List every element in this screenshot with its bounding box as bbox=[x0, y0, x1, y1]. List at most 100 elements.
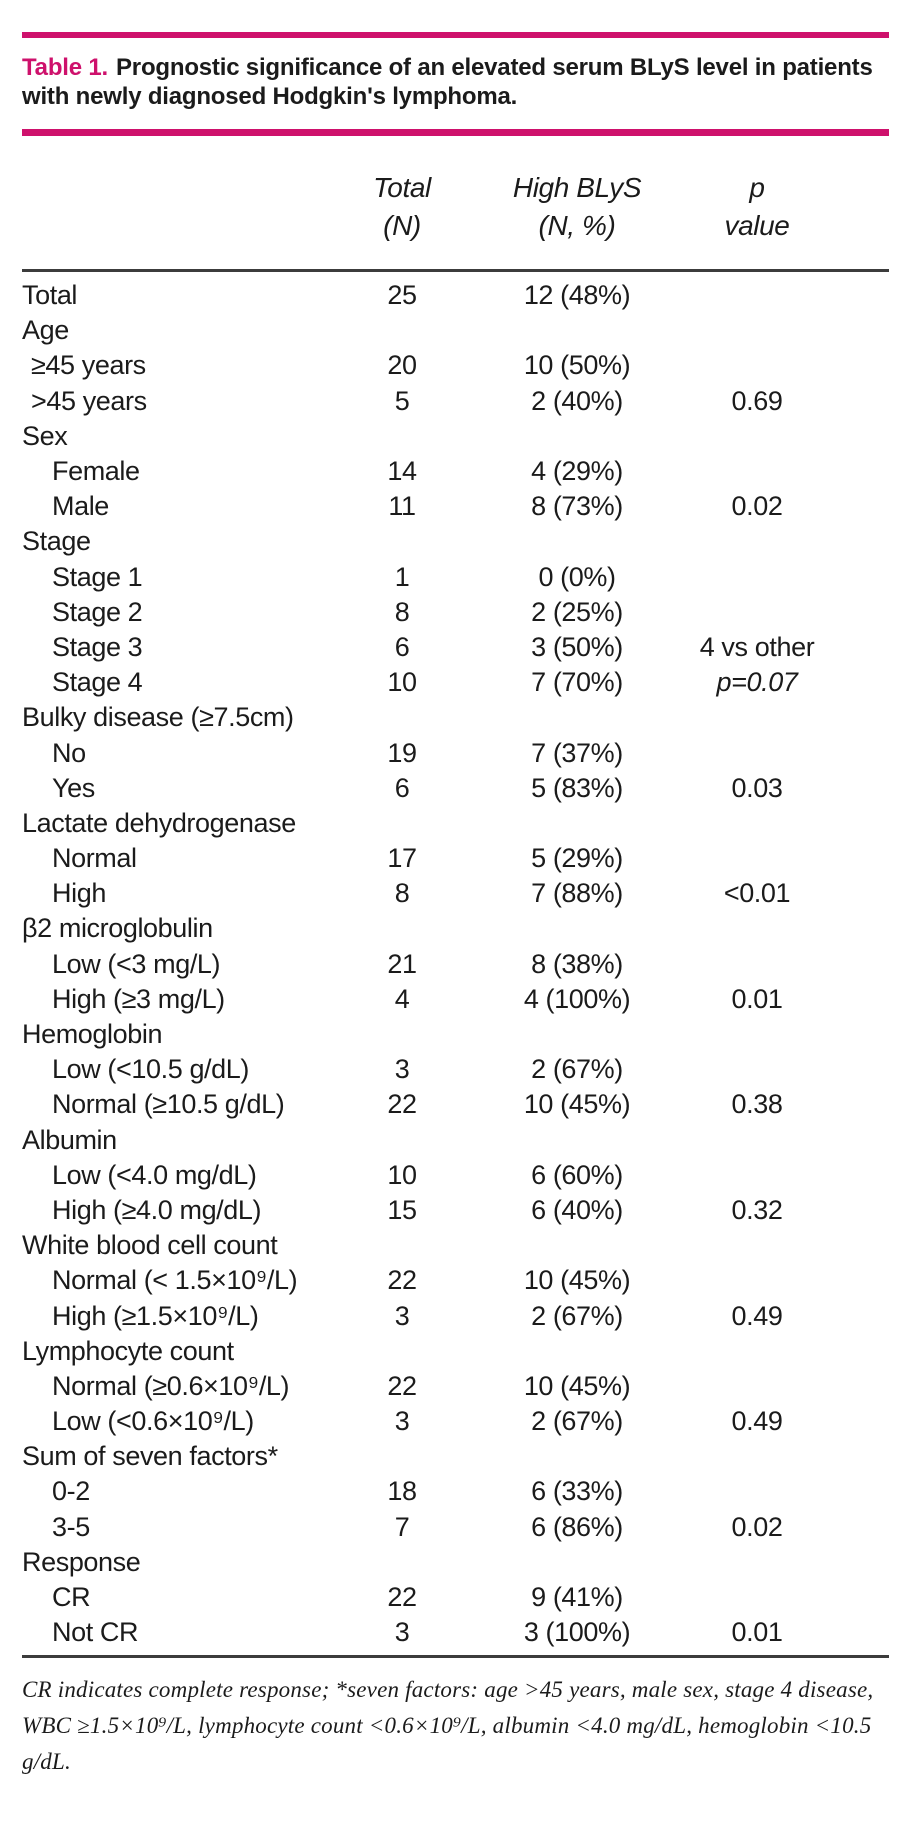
row-label: Yes bbox=[52, 772, 95, 803]
cell-high: 6 (60%) bbox=[531, 1159, 623, 1190]
column-header-total: Total (N) bbox=[332, 169, 472, 245]
row-label: Normal bbox=[52, 843, 137, 874]
cell-high: 2 (67%) bbox=[531, 1406, 623, 1437]
header-divider-rule bbox=[22, 269, 889, 272]
cell-p: 0.02 bbox=[731, 1511, 783, 1542]
row-label: Lymphocyte count bbox=[22, 1335, 234, 1366]
row-label: Sex bbox=[22, 420, 68, 451]
cell-high: 6 (40%) bbox=[531, 1194, 623, 1225]
table-header-row: Total (N) High BLyS (N, %) p value bbox=[22, 169, 889, 245]
table-row: Sex bbox=[22, 419, 889, 454]
top-accent-rule bbox=[22, 32, 889, 38]
row-label: Total bbox=[22, 280, 78, 311]
row-label: β2 microglobulin bbox=[22, 913, 213, 944]
table-figure: Table 1. Prognostic significance of an el… bbox=[0, 32, 909, 1780]
table-row: Low (<4.0 mg/dL) 10 6 (60%) bbox=[22, 1158, 889, 1193]
cell-high: 8 (73%) bbox=[531, 491, 623, 522]
header-spacer bbox=[22, 169, 332, 245]
table-caption-text: Prognostic significance of an elevated s… bbox=[22, 54, 873, 110]
table-row: Yes 6 5 (83%) 0.03 bbox=[22, 771, 889, 806]
cell-total: 3 bbox=[394, 1300, 410, 1331]
row-label: Low (<0.6×10⁹/L) bbox=[52, 1406, 254, 1437]
cell-total: 21 bbox=[387, 948, 417, 979]
table-caption: Table 1. Prognostic significance of an el… bbox=[22, 53, 889, 111]
cell-total: 3 bbox=[394, 1054, 410, 1085]
cell-high: 5 (29%) bbox=[531, 843, 623, 874]
cell-p: 0.01 bbox=[731, 983, 783, 1014]
footer-divider-rule bbox=[22, 1655, 889, 1659]
table-row: ≥45 years 20 10 (50%) bbox=[22, 348, 889, 383]
row-label: Male bbox=[52, 491, 109, 522]
table-row: Response bbox=[22, 1545, 889, 1580]
row-label: Normal (< 1.5×10⁹/L) bbox=[52, 1265, 298, 1296]
table-row: Male 11 8 (73%) 0.02 bbox=[22, 489, 889, 524]
row-label: Low (<10.5 g/dL) bbox=[52, 1054, 249, 1085]
row-label: 3-5 bbox=[52, 1511, 90, 1542]
cell-total: 8 bbox=[394, 878, 410, 909]
row-label: Response bbox=[22, 1546, 141, 1577]
cell-total: 14 bbox=[387, 456, 417, 487]
table-row: High 8 7 (88%) <0.01 bbox=[22, 876, 889, 911]
cell-high: 6 (86%) bbox=[531, 1511, 623, 1542]
row-label: Not CR bbox=[52, 1617, 139, 1648]
row-label: Low (<4.0 mg/dL) bbox=[52, 1159, 257, 1190]
cell-total: 11 bbox=[388, 491, 416, 522]
cell-high: 0 (0%) bbox=[538, 561, 616, 592]
row-label: Stage 4 bbox=[52, 667, 143, 698]
row-label: Female bbox=[52, 456, 140, 487]
row-label: Albumin bbox=[22, 1124, 117, 1155]
table-row: Stage 4 10 7 (70%) p=0.07 bbox=[22, 665, 889, 700]
cell-p: 0.03 bbox=[731, 772, 783, 803]
row-label: ≥45 years bbox=[31, 350, 146, 381]
cell-total: 22 bbox=[387, 1582, 417, 1613]
cell-high: 8 (38%) bbox=[531, 948, 623, 979]
cell-total: 25 bbox=[387, 280, 417, 311]
table-row: Total 25 12 (48%) bbox=[22, 278, 889, 313]
cell-p: <0.01 bbox=[723, 878, 791, 909]
table-row: Stage 2 8 2 (25%) bbox=[22, 595, 889, 630]
column-header-high-blys-line1: High BLyS bbox=[512, 172, 642, 203]
row-label: High (≥3 mg/L) bbox=[52, 983, 225, 1014]
column-header-high-blys: High BLyS (N, %) bbox=[472, 169, 682, 245]
cell-total: 3 bbox=[394, 1617, 410, 1648]
cell-total: 22 bbox=[387, 1089, 417, 1120]
table-row: Bulky disease (≥7.5cm) bbox=[22, 700, 889, 735]
column-header-high-blys-line2: (N, %) bbox=[538, 210, 616, 241]
table-row: No 19 7 (37%) bbox=[22, 735, 889, 770]
caption-bottom-accent-rule bbox=[22, 129, 889, 136]
cell-high: 10 (45%) bbox=[523, 1265, 631, 1296]
cell-high: 2 (25%) bbox=[531, 596, 623, 627]
cell-high: 10 (50%) bbox=[523, 350, 631, 381]
cell-high: 6 (33%) bbox=[531, 1476, 623, 1507]
cell-total: 15 bbox=[387, 1194, 417, 1225]
row-label: 0-2 bbox=[52, 1476, 90, 1507]
cell-p: p=0.07 bbox=[716, 667, 798, 698]
cell-p: 0.49 bbox=[731, 1300, 783, 1331]
row-label: No bbox=[52, 737, 86, 768]
table-row: Lactate dehydrogenase bbox=[22, 806, 889, 841]
cell-p: 0.02 bbox=[731, 491, 783, 522]
column-header-p-value-line1: p bbox=[749, 172, 765, 203]
row-label: Stage 3 bbox=[52, 631, 143, 662]
cell-high: 4 (29%) bbox=[531, 456, 623, 487]
table-footnote: CR indicates complete response; *seven f… bbox=[22, 1677, 874, 1775]
cell-high: 10 (45%) bbox=[523, 1089, 631, 1120]
table-row: 3-5 7 6 (86%) 0.02 bbox=[22, 1510, 889, 1545]
cell-total: 4 bbox=[394, 983, 410, 1014]
row-label: CR bbox=[52, 1582, 91, 1613]
row-label: Stage bbox=[22, 526, 91, 557]
cell-high: 4 (100%) bbox=[523, 983, 631, 1014]
cell-total: 10 bbox=[387, 667, 417, 698]
row-label: Sum of seven factors* bbox=[22, 1441, 278, 1472]
row-label: Stage 2 bbox=[52, 596, 143, 627]
table-row: Normal (≥0.6×10⁹/L) 22 10 (45%) bbox=[22, 1369, 889, 1404]
cell-high: 3 (50%) bbox=[531, 631, 623, 662]
cell-high: 10 (45%) bbox=[523, 1370, 631, 1401]
table-body: Total 25 12 (48%) Age ≥45 years 20 10 (50%) >45… bbox=[22, 278, 889, 1650]
cell-high: 7 (37%) bbox=[531, 737, 623, 768]
table-row: CR 22 9 (41%) bbox=[22, 1580, 889, 1615]
table-row: Stage bbox=[22, 524, 889, 559]
table-row: Low (<10.5 g/dL) 3 2 (67%) bbox=[22, 1052, 889, 1087]
table-row: Normal 17 5 (29%) bbox=[22, 841, 889, 876]
table-row: Lymphocyte count bbox=[22, 1334, 889, 1369]
